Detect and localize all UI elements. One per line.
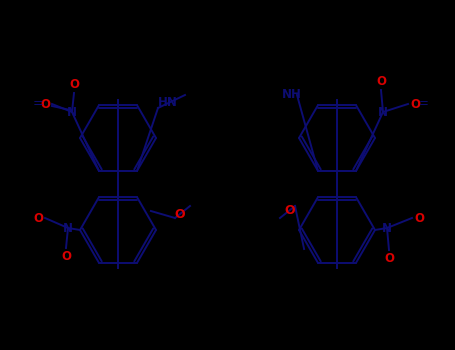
Text: O: O bbox=[410, 98, 420, 111]
Text: O: O bbox=[61, 250, 71, 263]
Text: NH: NH bbox=[282, 89, 302, 101]
Text: =: = bbox=[419, 98, 429, 111]
Text: O: O bbox=[33, 211, 43, 224]
Text: O: O bbox=[376, 75, 386, 88]
Text: N: N bbox=[378, 105, 388, 119]
Text: O: O bbox=[40, 98, 50, 111]
Text: O: O bbox=[285, 203, 295, 217]
Text: O: O bbox=[69, 78, 79, 91]
Text: O: O bbox=[384, 252, 394, 265]
Text: O: O bbox=[175, 209, 185, 222]
Text: O: O bbox=[414, 211, 424, 224]
Text: N: N bbox=[67, 105, 77, 119]
Text: N: N bbox=[63, 222, 73, 235]
Text: HN: HN bbox=[158, 97, 178, 110]
Text: =: = bbox=[33, 98, 43, 111]
Text: N: N bbox=[382, 222, 392, 235]
